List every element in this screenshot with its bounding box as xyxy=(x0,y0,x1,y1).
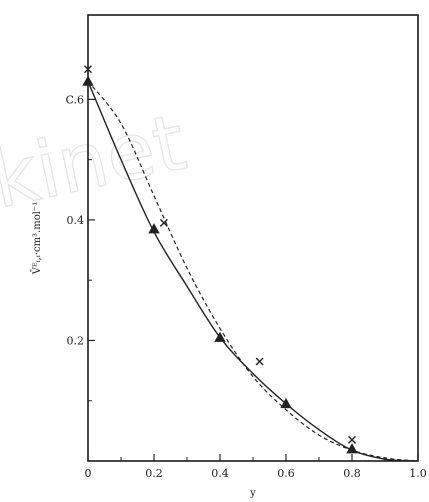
triangle-point xyxy=(82,75,94,86)
y-axis-label: V̄ᴱᵢ,ᵢ·cm³.mol⁻¹ xyxy=(31,202,43,275)
triangle-point xyxy=(214,331,226,342)
triangle-point xyxy=(148,223,160,234)
cross-point xyxy=(84,65,92,74)
watermark-text: kinet xyxy=(0,98,193,227)
x-tick-label: 0.4 xyxy=(211,467,229,480)
x-axis-label: y xyxy=(249,488,256,499)
plot-frame xyxy=(87,14,419,462)
x-tick-label: 0.8 xyxy=(343,467,361,480)
x-tick-label: 1.0 xyxy=(409,467,427,480)
dashed-series-line xyxy=(87,80,419,462)
cross-point xyxy=(348,435,356,444)
marker-layer xyxy=(82,65,358,454)
y-axis-ticks: 0.2 0.4 C.6 xyxy=(65,93,95,402)
cross-point xyxy=(159,218,168,227)
y-tick-label: C.6 xyxy=(65,93,84,106)
x-tick-label: 0.6 xyxy=(277,467,295,480)
triangle-point xyxy=(280,397,292,409)
series-layer xyxy=(87,80,419,462)
triangle-point xyxy=(346,443,358,454)
x-tick-label: 0.2 xyxy=(145,467,163,480)
y-tick-label: 0.4 xyxy=(67,214,85,227)
x-tick-label: 0 xyxy=(85,467,92,480)
y-tick-label: 0.2 xyxy=(67,334,85,347)
x-axis-ticks: 0 0.2 0.4 0.6 0.8 1.0 xyxy=(85,454,427,480)
cross-point xyxy=(255,357,264,366)
